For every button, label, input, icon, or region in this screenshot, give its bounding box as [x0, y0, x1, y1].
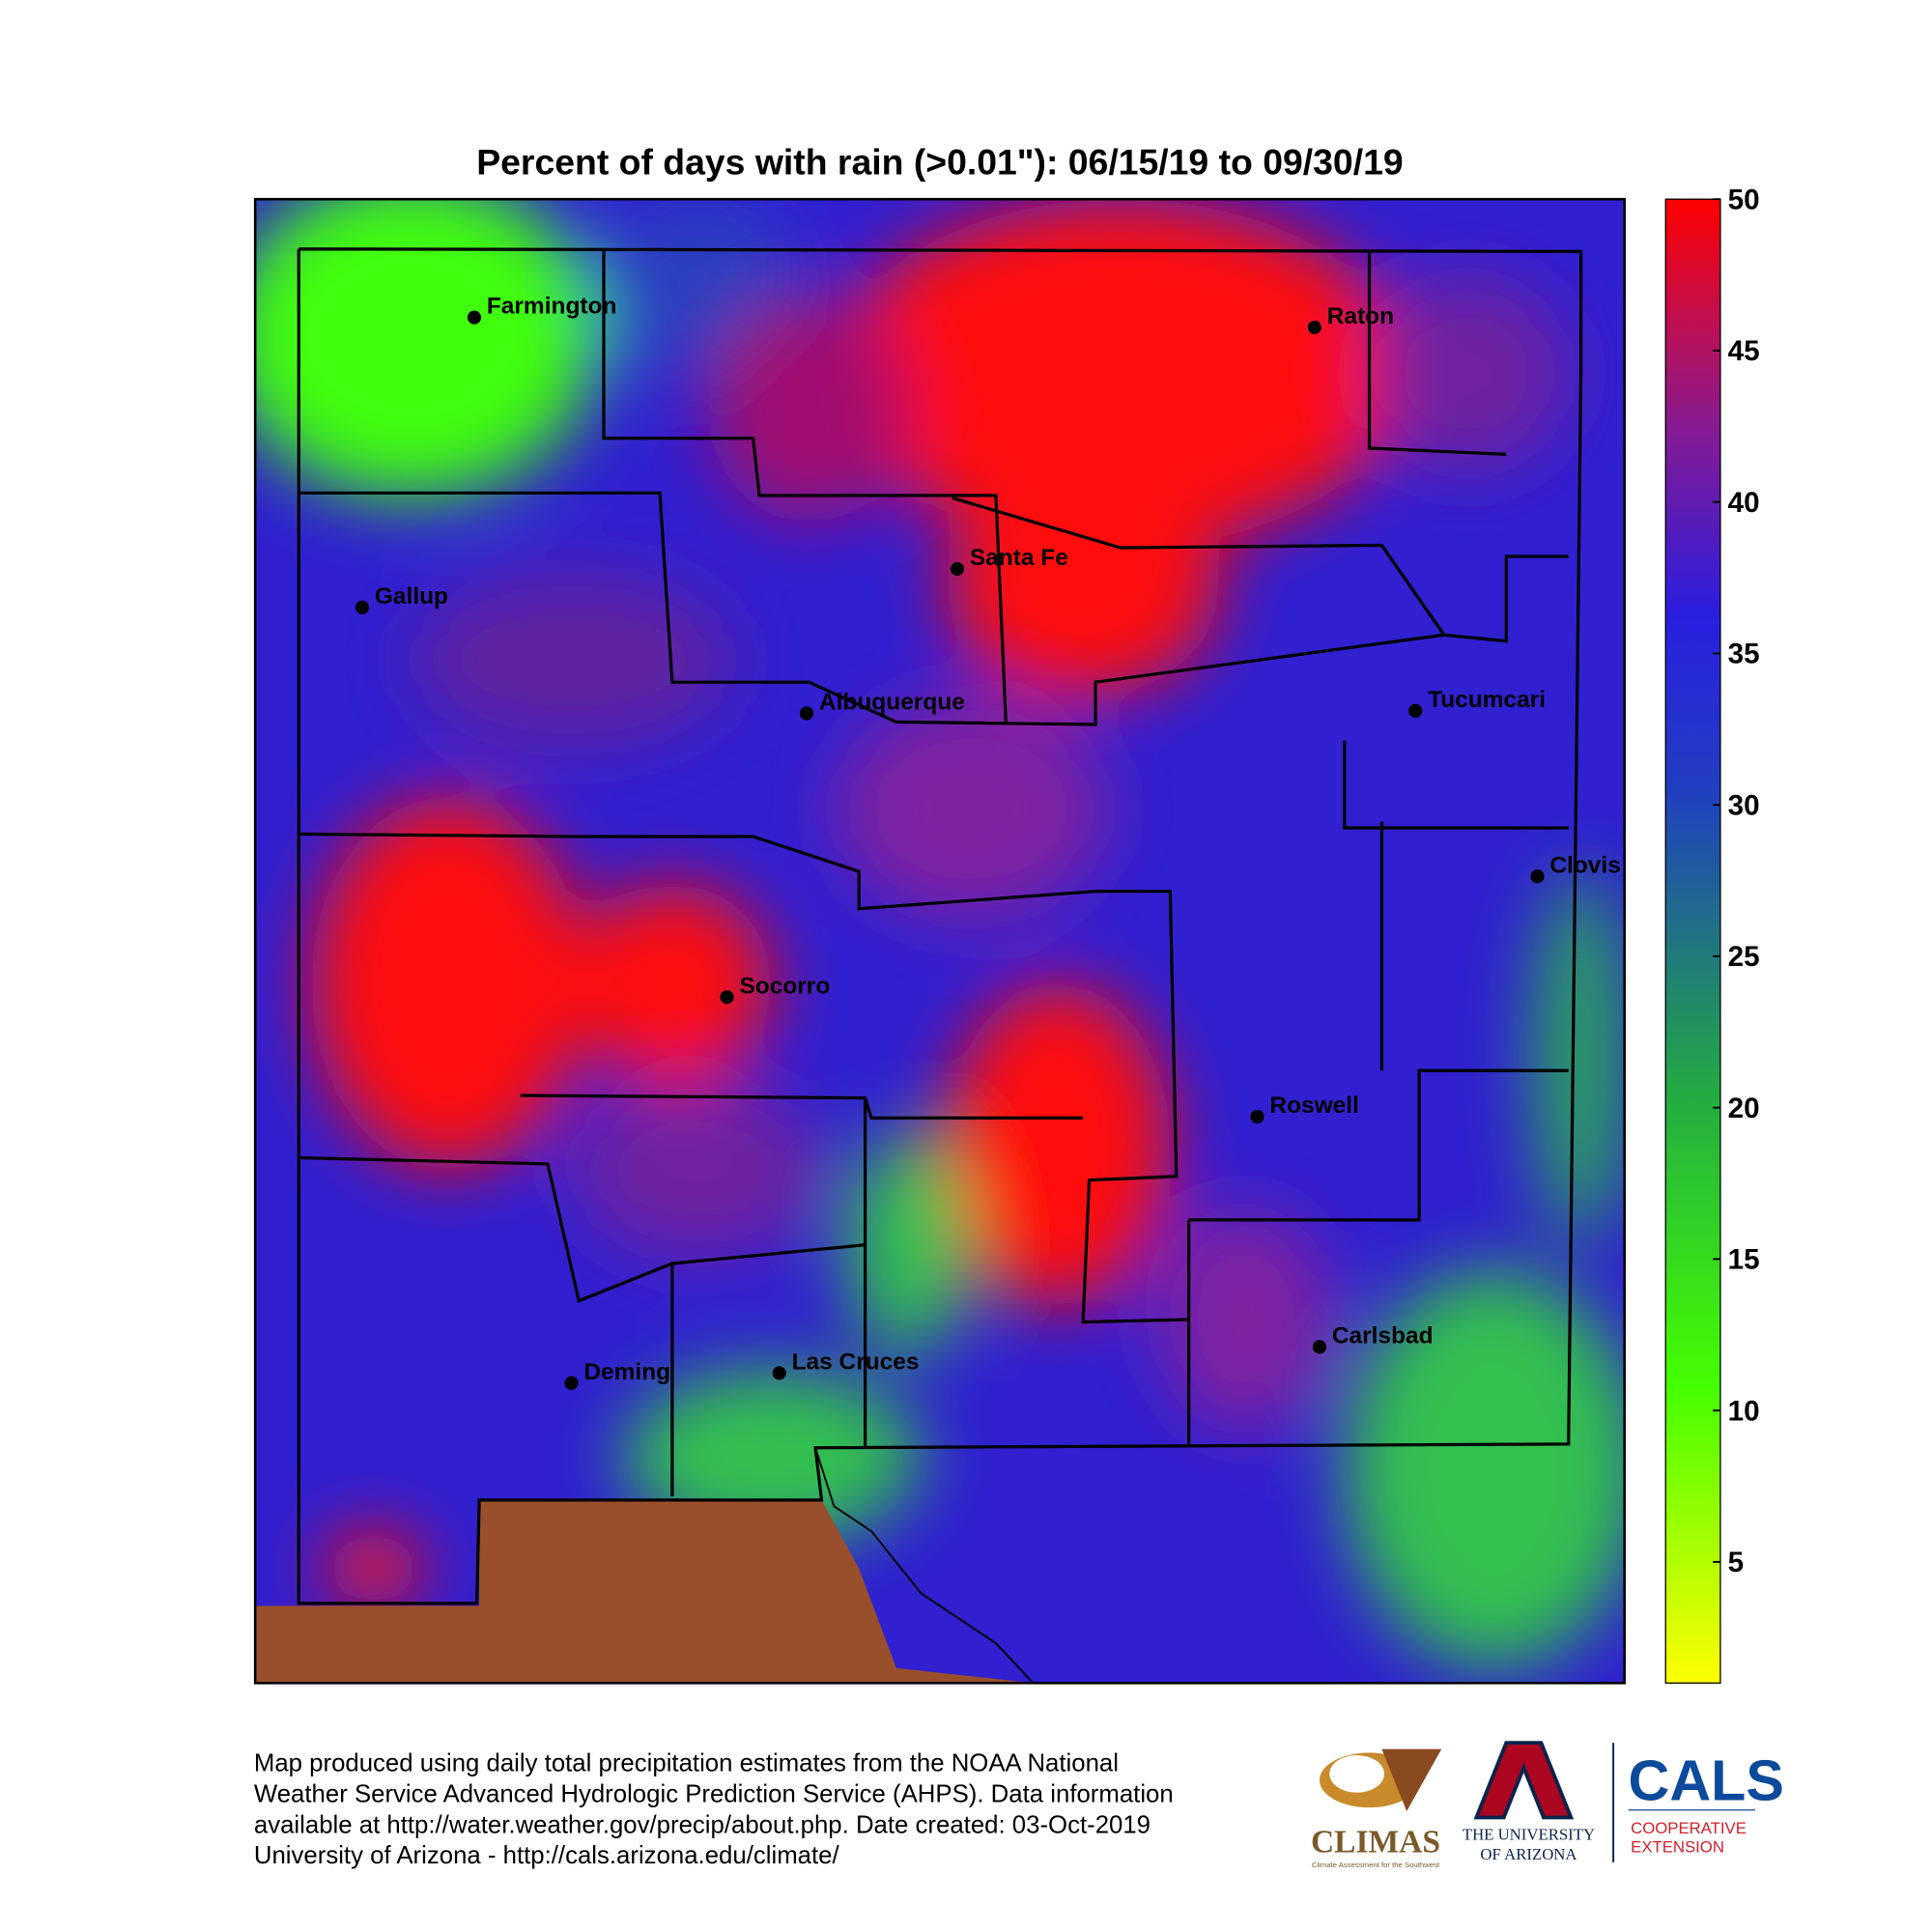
city-dot [564, 1376, 579, 1390]
city-label: Carlsbad [1332, 1322, 1434, 1349]
city-dot [1408, 703, 1423, 718]
footer-line: Map produced using daily total precipita… [254, 1750, 1119, 1777]
climas-logo: CLIMAS Climate Assessment for the Southw… [1311, 1748, 1442, 1869]
city-label: Roswell [1269, 1093, 1358, 1119]
city-label: Clovis [1549, 852, 1620, 878]
map-frame [253, 197, 1626, 1685]
city-label: Tucumcari [1428, 687, 1546, 713]
city-dot [1250, 1109, 1264, 1124]
city-dot [950, 561, 965, 577]
ua-line1: THE UNIVERSITY [1463, 1826, 1595, 1844]
city-label: Albuquerque [819, 690, 965, 716]
colorbar-tick-label: 15 [1728, 1244, 1760, 1276]
climas-sub: Climate Assessment for the Southwest [1312, 1861, 1440, 1869]
colorbar-tick-label: 50 [1728, 184, 1760, 215]
city-label: Gallup [375, 583, 448, 610]
city-label: Las Cruces [792, 1350, 920, 1376]
city-label: Santa Fe [970, 545, 1068, 571]
map-title: Percent of days with rain (>0.01"): 06/1… [476, 141, 1403, 182]
footer-line: available at http://water.weather.gov/pr… [254, 1811, 1151, 1838]
colorbar [1664, 198, 1721, 1684]
city-dot [799, 706, 814, 721]
colorbar-tick-label: 45 [1728, 335, 1760, 367]
map-field [255, 199, 1625, 1684]
colorbar-tick-label: 30 [1728, 789, 1760, 821]
city-dot [1312, 1340, 1327, 1354]
climas-text: CLIMAS [1311, 1825, 1440, 1861]
footer-line: Weather Service Advanced Hydrologic Pred… [254, 1781, 1174, 1808]
colorbar-tick-label: 35 [1728, 639, 1760, 670]
colorbar-tick-label: 5 [1728, 1547, 1744, 1578]
city-dot [1307, 320, 1321, 335]
cals-line2: EXTENSION [1631, 1838, 1724, 1857]
city-label: Socorro [739, 973, 830, 999]
cals-line1: COOPERATIVE [1631, 1819, 1747, 1837]
city-label: Deming [583, 1359, 670, 1385]
footer-line: University of Arizona - http://cals.ariz… [254, 1842, 840, 1869]
cals-text: CALS [1629, 1747, 1784, 1812]
ua-logo: THE UNIVERSITY OF ARIZONA [1463, 1741, 1595, 1863]
city-dot [467, 310, 482, 325]
ua-line2: OF ARIZONA [1480, 1845, 1577, 1863]
city-label: Farmington [487, 294, 617, 320]
colorbar-tick-label: 25 [1728, 941, 1760, 973]
city-dot [355, 600, 370, 614]
city-dot [772, 1366, 786, 1380]
colorbar-tick-label: 20 [1728, 1093, 1760, 1124]
city-label: Raton [1327, 303, 1394, 329]
city-dot [720, 990, 734, 1005]
colorbar-tick-label: 40 [1728, 487, 1760, 519]
city-dot [1530, 869, 1545, 884]
colorbar-tick-label: 10 [1728, 1395, 1760, 1427]
